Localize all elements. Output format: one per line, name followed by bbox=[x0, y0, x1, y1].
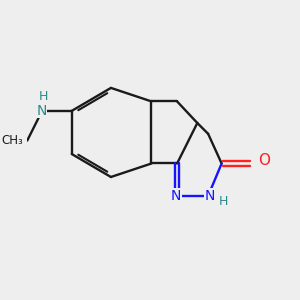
Text: H: H bbox=[39, 90, 48, 103]
Text: H: H bbox=[218, 195, 228, 208]
Text: N: N bbox=[204, 189, 215, 203]
Text: O: O bbox=[258, 153, 270, 168]
Text: N: N bbox=[170, 189, 181, 203]
Text: N: N bbox=[37, 104, 47, 118]
Text: CH₃: CH₃ bbox=[2, 134, 23, 147]
